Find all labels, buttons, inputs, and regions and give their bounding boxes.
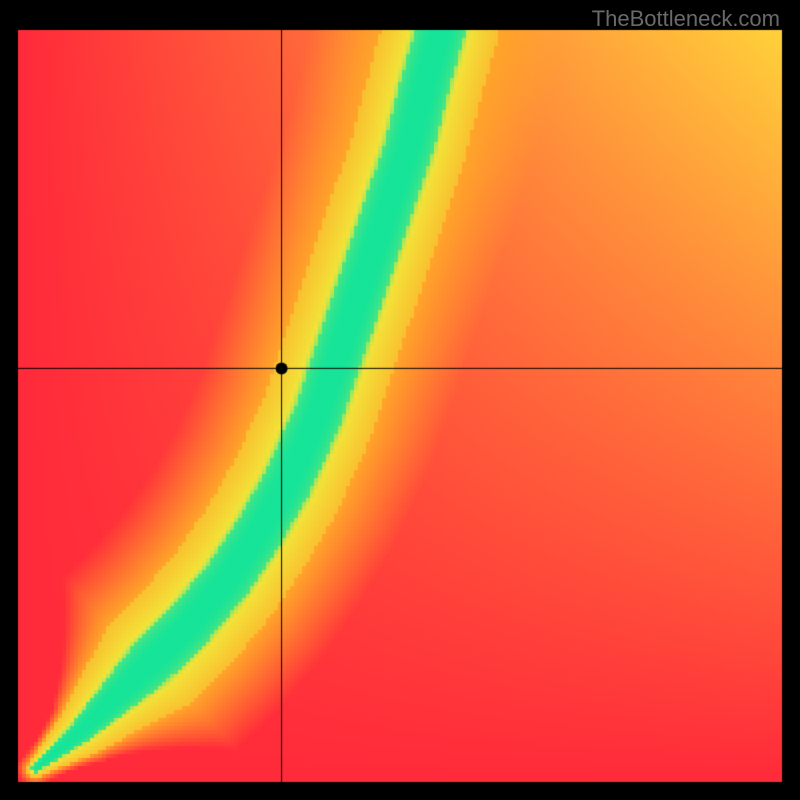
watermark-text: TheBottleneck.com	[592, 6, 780, 32]
chart-container: TheBottleneck.com	[0, 0, 800, 800]
heatmap-canvas	[0, 0, 800, 800]
